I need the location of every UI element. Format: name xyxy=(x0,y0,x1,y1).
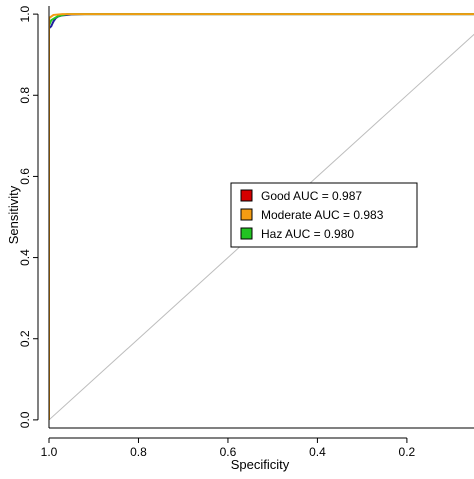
axes-layer: 0.0 0.2 0.4 0.6 0.8 1.0 1.0 0.8 0.6 0.4 0.2 xyxy=(18,5,474,459)
series-layer xyxy=(49,13,474,420)
y-tick-label: 0.0 xyxy=(18,411,32,428)
series-line-moderate xyxy=(49,13,474,420)
y-tick-label: 1.0 xyxy=(18,5,32,22)
legend-label-good: Good AUC = 0.987 xyxy=(261,189,362,203)
x-tick-label: 0.6 xyxy=(220,445,237,459)
y-tick-label: 0.6 xyxy=(18,168,32,185)
legend: Good AUC = 0.987 Moderate AUC = 0.983 Haz … xyxy=(230,182,418,248)
legend-box xyxy=(230,182,418,248)
y-tick-label: 0.8 xyxy=(18,87,32,104)
legend-swatch-moderate xyxy=(240,208,253,221)
legend-label-moderate: Moderate AUC = 0.983 xyxy=(261,208,384,222)
y-tick-label: 0.4 xyxy=(18,249,32,266)
x-axis-label: Specificity xyxy=(231,457,290,472)
x-tick-label: 0.4 xyxy=(309,445,326,459)
legend-swatch-good xyxy=(240,189,253,202)
legend-swatch-haz xyxy=(240,227,253,240)
x-tick-label: 0.8 xyxy=(130,445,147,459)
x-tick-label: 0.2 xyxy=(399,445,416,459)
y-tick-label: 0.2 xyxy=(18,330,32,347)
x-tick-label: 1.0 xyxy=(41,445,58,459)
y-axis-label: Sensitivity xyxy=(6,185,21,244)
legend-label-haz: Haz AUC = 0.980 xyxy=(261,227,354,241)
